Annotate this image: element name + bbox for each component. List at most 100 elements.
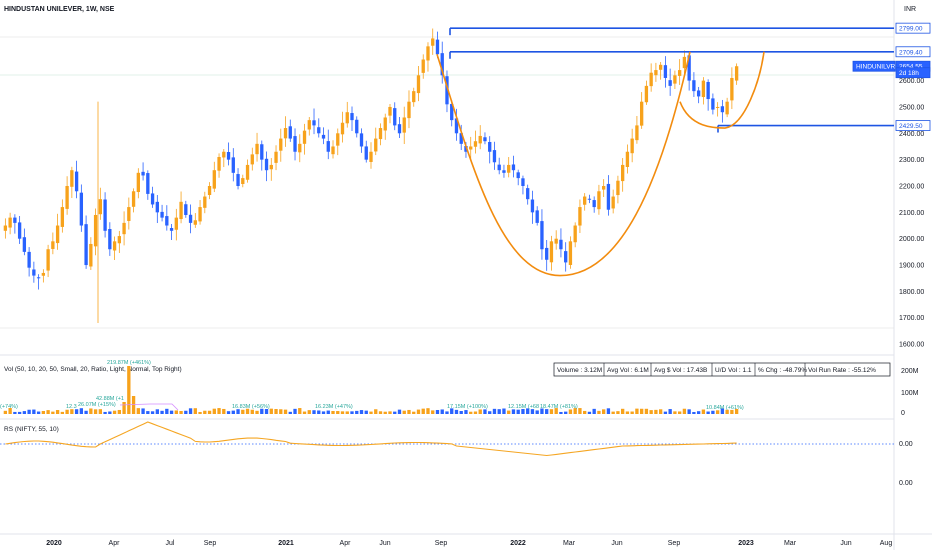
volume-axis-tick: 0: [901, 410, 905, 417]
volume-bar: [231, 410, 235, 414]
volume-bar: [711, 410, 715, 414]
candle-body: [283, 128, 288, 139]
candle-body: [340, 122, 345, 135]
price-tag-box: [895, 120, 931, 131]
volume-bar: [307, 410, 311, 414]
candle-body: [730, 77, 734, 101]
price-tag-box: [895, 67, 931, 79]
candle-body: [435, 39, 440, 55]
candle-body: [93, 214, 98, 247]
volume-bar: [516, 409, 520, 414]
rs-axis-tick: 0.00: [899, 441, 913, 448]
time-axis-label: Jun: [840, 540, 851, 547]
time-axis-label: Mar: [563, 540, 576, 547]
price-tick-label: 2400.00: [899, 131, 924, 138]
volume-bar: [715, 410, 720, 414]
candle-body: [621, 164, 625, 182]
candle-body: [625, 151, 630, 167]
volume-bar: [74, 409, 79, 414]
candle-body: [222, 151, 226, 158]
candle-body: [602, 186, 606, 190]
volume-bar: [184, 410, 188, 414]
time-axis: 2020 Apr Jul Sep 2021 Apr Jun Sep 2022 Mar Jun Sep 2…: [46, 540, 892, 547]
candle-body: [89, 243, 93, 267]
volume-bar: [241, 409, 245, 414]
volume-bar: [51, 411, 55, 414]
volume-bar: [364, 410, 368, 414]
volume-bar: [687, 409, 691, 414]
price-tick-label: 1800.00: [899, 289, 924, 296]
candle-body: [131, 191, 136, 207]
candle-body: [274, 151, 278, 163]
candle-body: [169, 228, 174, 231]
price-axis: 2600.00 2500.00 2400.00 2300.00 2200.00 2100.…: [899, 78, 924, 348]
price-tag-box: [895, 46, 931, 58]
volume-bar: [706, 411, 710, 414]
volume-bar: [274, 409, 278, 414]
candle-body: [279, 138, 283, 151]
volume-bar: [658, 409, 663, 414]
candle-body: [635, 125, 639, 141]
candle-body: [454, 118, 459, 134]
candle-body: [416, 75, 421, 94]
candle-body: [483, 137, 487, 142]
volume-bar: [255, 410, 259, 414]
candle-body: [526, 188, 530, 200]
price-tag-label: 2654.55: [899, 64, 923, 71]
candle-body: [236, 174, 240, 186]
volume-bar: [393, 411, 397, 414]
candle-body: [431, 38, 435, 46]
volume-annotation: 16.23M (+47%): [315, 404, 353, 410]
volume-bar: [459, 411, 463, 414]
candle-body: [84, 224, 88, 266]
volume-bar: [416, 409, 421, 414]
price-tick-label: 2200.00: [899, 184, 924, 191]
candle-body: [530, 199, 535, 213]
volume-bar: [321, 411, 326, 414]
candle-body: [450, 103, 454, 121]
volume-bar: [55, 410, 60, 414]
time-axis-label: Sep: [668, 540, 681, 547]
candle-body: [70, 170, 74, 187]
volume-bar: [639, 408, 644, 414]
candle-body: [255, 143, 259, 155]
price-tag-label: 2799.00: [899, 26, 923, 33]
volume-bar: [507, 410, 511, 414]
candle-body: [606, 183, 611, 210]
volume-bar: [450, 408, 454, 414]
volume-bar: [122, 402, 126, 414]
rs-indicator-label[interactable]: RS (NIFTY, 55, 10): [4, 426, 59, 433]
volume-bar: [108, 411, 112, 414]
volume-indicator-label[interactable]: Vol (50, 10, 20, 50, Small, 20, Ratio, L…: [4, 366, 182, 373]
candle-body: [108, 229, 112, 250]
candle-body: [692, 80, 696, 92]
volume-bar: [22, 411, 27, 414]
candle-body: [673, 75, 677, 84]
candle-body: [141, 171, 145, 176]
candle-body: [127, 207, 131, 221]
candle-body: [407, 101, 411, 119]
price-tick-label: 1600.00: [899, 342, 924, 349]
volume-bar: [478, 409, 482, 414]
volume-bar: [426, 408, 430, 414]
candle-body: [663, 65, 668, 78]
volume-bar: [27, 409, 31, 414]
volume-bar: [112, 410, 117, 414]
candle-body: [98, 199, 103, 215]
volume-bar: [635, 408, 639, 414]
candle-body: [492, 150, 497, 163]
volume-bar: [46, 410, 50, 414]
candle-body: [17, 222, 22, 239]
volume-bar: [41, 410, 46, 414]
volume-bar: [616, 411, 620, 414]
candle-body: [321, 134, 326, 139]
price-tick-label: 2500.00: [899, 104, 924, 111]
volume-bar: [302, 411, 307, 414]
volume-bar: [17, 411, 22, 414]
cup-and-handle-curve[interactable]: [436, 51, 765, 277]
rs-axis-tick: 0.00: [899, 480, 913, 487]
volume-bar: [564, 411, 568, 414]
candle-body: [217, 157, 221, 171]
price-tick-label: 2000.00: [899, 236, 924, 243]
